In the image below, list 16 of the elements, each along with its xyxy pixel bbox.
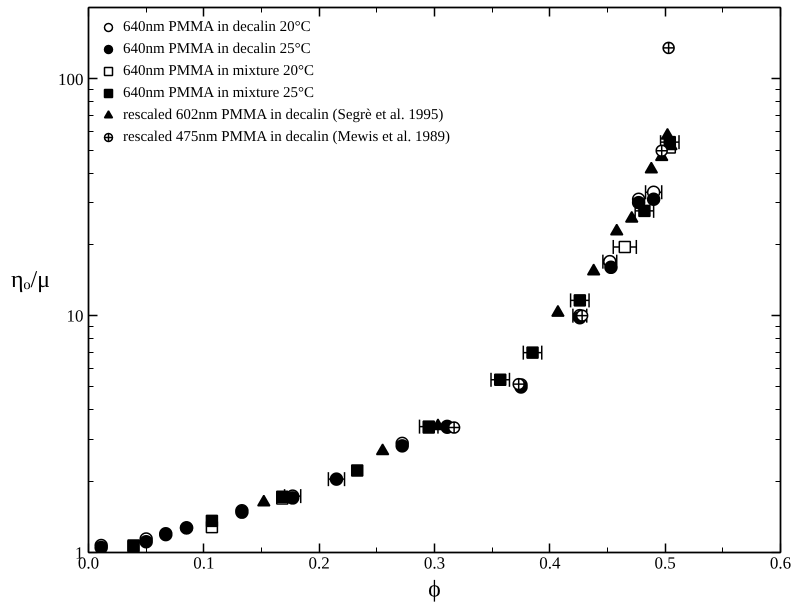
legend-label: 640nm PMMA in decalin 20°C: [123, 18, 311, 36]
y-axis-title: ηₒ/μ: [11, 267, 50, 293]
x-tick-label: 0.4: [539, 554, 561, 572]
x-tick-label: 0.5: [654, 554, 676, 572]
x-tick-label: 0.3: [424, 554, 446, 572]
x-axis-title: ϕ: [428, 576, 441, 602]
y-tick-label: 100: [58, 70, 84, 89]
legend-label: rescaled 602nm PMMA in decalin (Segrè et al. 1995): [123, 106, 444, 124]
legend-label: 640nm PMMA in decalin 25°C: [123, 40, 311, 58]
x-tick-label: 0.2: [308, 554, 330, 572]
y-tick-label: 10: [66, 306, 84, 326]
legend-label: 640nm PMMA in mixture 25°C: [123, 84, 314, 102]
legend-label: rescaled 475nm PMMA in decalin (Mewis et al. 1989): [123, 128, 450, 146]
x-tick-label: 0.1: [193, 554, 214, 572]
legend-label: 640nm PMMA in mixture 20°C: [123, 62, 314, 80]
x-tick-label: 0.6: [770, 554, 792, 572]
